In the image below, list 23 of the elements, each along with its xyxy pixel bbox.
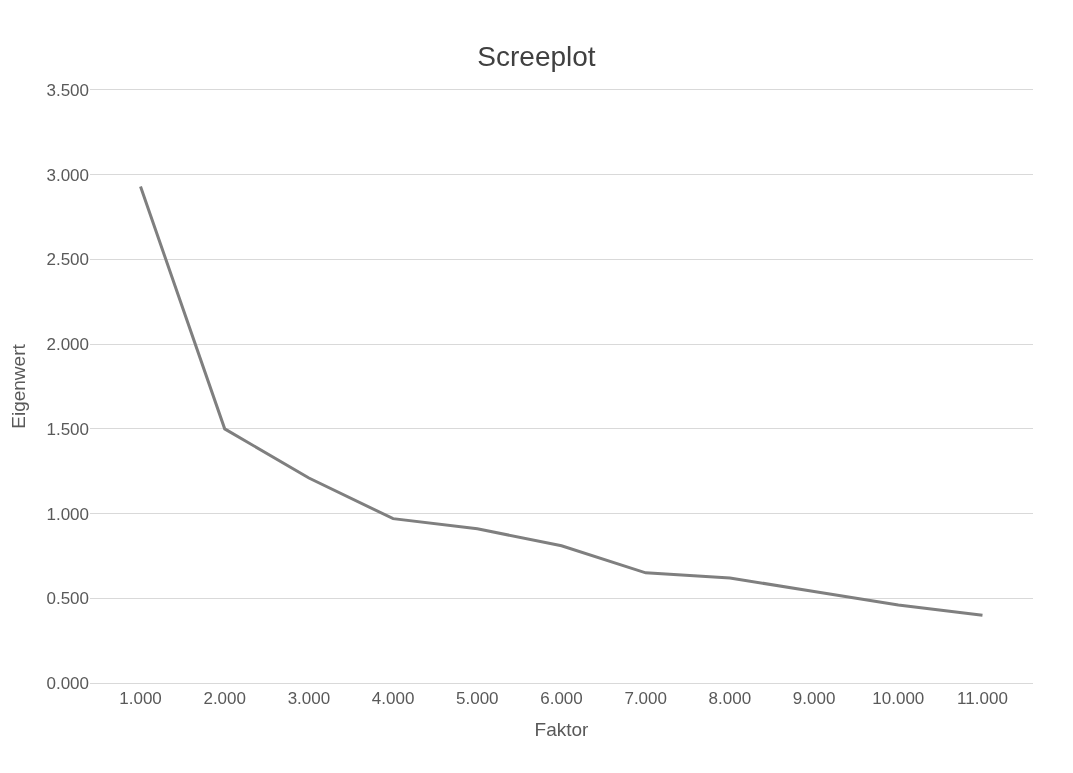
x-tick-label: 2.000 bbox=[203, 689, 246, 709]
y-tick-label: 0.000 bbox=[46, 673, 89, 693]
x-tick-label: 9.000 bbox=[792, 689, 836, 709]
x-tick-label: 11.000 bbox=[957, 689, 1008, 709]
x-tick-label: 5.000 bbox=[456, 689, 499, 709]
x-tick-label: 1.000 bbox=[119, 689, 162, 709]
x-axis-title: Faktor bbox=[534, 719, 590, 741]
x-tick-label: 10.000 bbox=[872, 689, 925, 709]
y-tick-label: 1.500 bbox=[46, 419, 89, 439]
chart-title: Screeplot bbox=[477, 40, 596, 72]
x-tick-label: 4.000 bbox=[371, 689, 415, 709]
x-tick-label: 7.000 bbox=[624, 689, 667, 709]
y-tick-label: 3.000 bbox=[46, 165, 89, 185]
x-tick-label: 8.000 bbox=[708, 689, 752, 709]
line-series bbox=[139, 185, 984, 617]
y-tick-label: 1.000 bbox=[46, 504, 89, 524]
y-tick-label: 0.500 bbox=[46, 589, 89, 609]
x-tick-label: 6.000 bbox=[540, 689, 583, 709]
y-tick-label: 2.500 bbox=[46, 250, 89, 270]
y-tick-label: 2.000 bbox=[46, 335, 89, 355]
x-tick-label: 3.000 bbox=[287, 689, 331, 709]
y-axis-title: Eigenwert bbox=[8, 343, 30, 429]
y-tick-label: 3.500 bbox=[46, 80, 89, 100]
